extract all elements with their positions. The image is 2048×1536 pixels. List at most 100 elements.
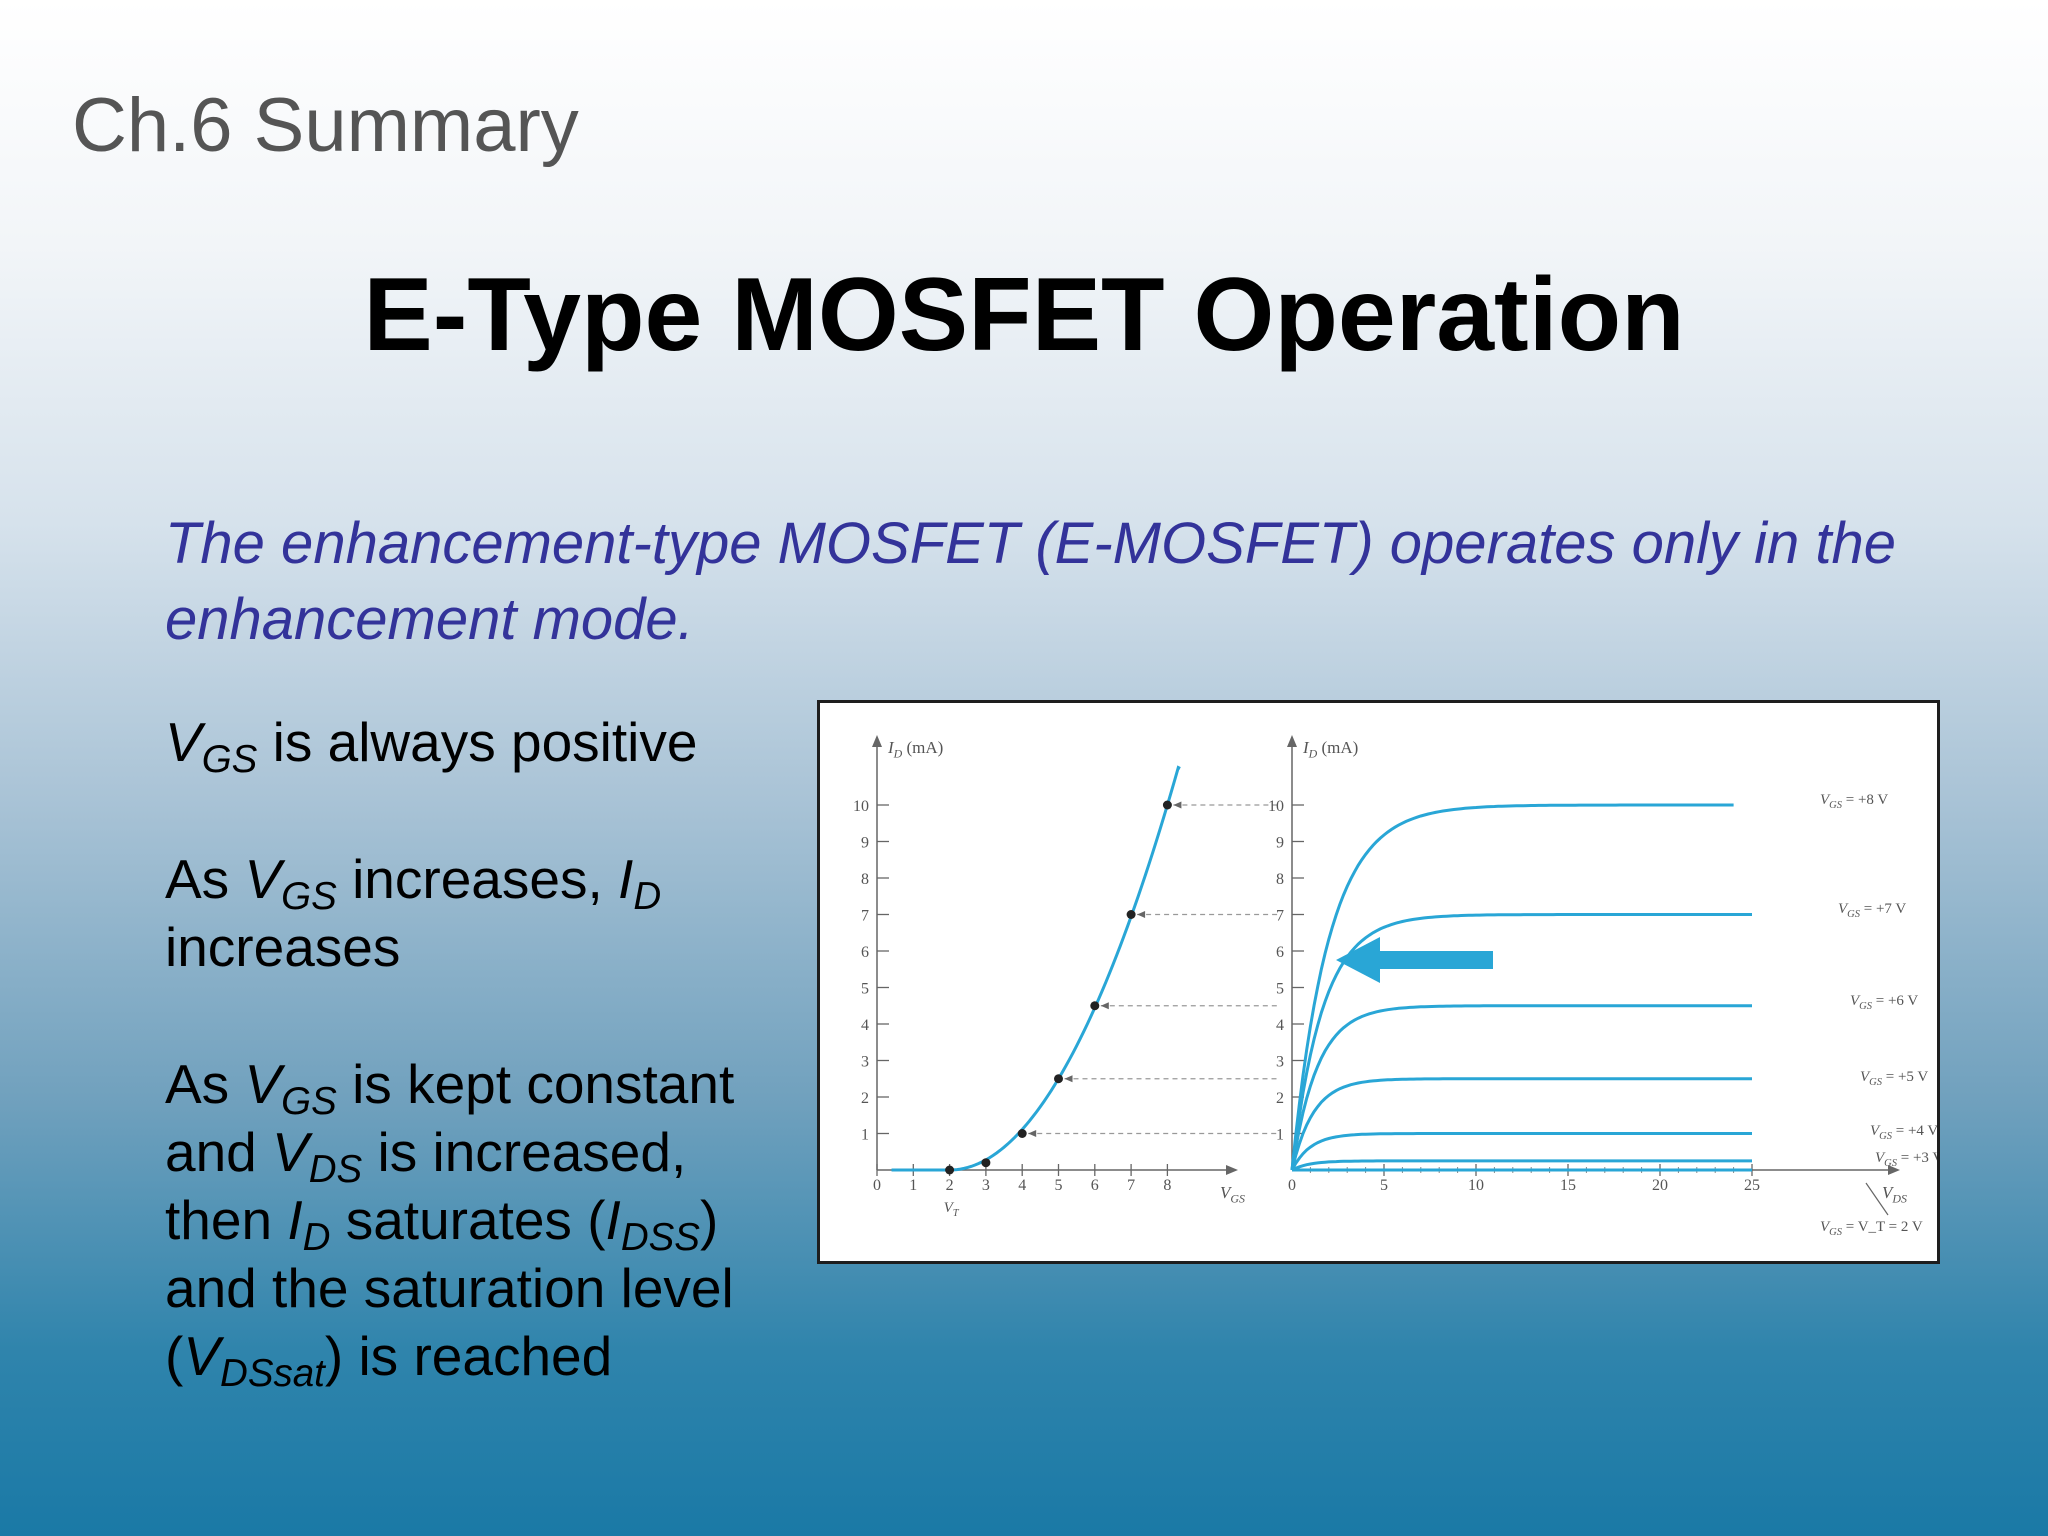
curve-label: VGS = +7 V [1838,901,1906,920]
y-tick-label: 9 [861,835,869,852]
y-tick-label: 1 [1276,1127,1284,1144]
arrow-shaft [1380,951,1493,969]
sub-dss: DSS [620,1215,700,1259]
x-axis-arrow [1888,1165,1900,1175]
drain-curve [1290,1132,1752,1171]
data-point [1126,910,1136,919]
y-tick-label: 5 [861,981,869,998]
chapter-heading: Ch.6 Summary [72,83,579,168]
y-tick-label: 7 [861,908,869,925]
y-axis-label: ID (mA) [1302,738,1358,760]
projection-arrow [1064,1075,1073,1083]
bullet-text: As [165,848,245,910]
y-tick-label: 7 [1276,908,1284,925]
slide-title: E-Type MOSFET Operation [363,257,1685,373]
bullet-text: is always positive [257,711,698,773]
projection-arrow [1137,911,1146,918]
y-tick-label: 3 [861,1054,869,1071]
drain-curve [1290,913,1752,1171]
curve-label: VGS = +4 V [1870,1123,1937,1142]
characteristics-svg: ID (mA) VGS 1 2 3 4 5 6 7 8 9 10 0 1 2 3 4 5 6 7 8 VT ID (mA)… [853,735,1937,1238]
data-point [1017,1129,1027,1138]
bullet-saturation: As VGS is kept constant and VDS is incre… [165,1050,805,1393]
projection-arrow [1173,801,1182,809]
var-v: V [272,1121,309,1183]
var-v: V [244,848,282,910]
x-tick-label: 20 [1652,1177,1668,1194]
y-tick-label: 3 [1276,1054,1284,1071]
x-tick-label: 6 [1091,1177,1099,1194]
var-v: V [244,1053,282,1115]
x-tick-label: 8 [1163,1177,1171,1194]
x-tick-label: 7 [1127,1177,1135,1194]
y-tick-label: 6 [1276,944,1284,961]
sub-d: D [633,874,662,918]
drain-curve [1290,1077,1752,1171]
curve-label: VGS = +5 V [1860,1069,1928,1088]
y-tick-label: 2 [861,1090,869,1107]
sub-gs: GS [281,874,337,918]
x-axis-label: VGS [1220,1183,1245,1205]
curve-label: VGS = +3 V [1875,1150,1937,1169]
y-tick-label: 1 [861,1127,869,1144]
data-point [945,1165,955,1175]
drain-curve [1291,1159,1752,1172]
bullet-text: is kept constant and [165,1053,735,1183]
curve-label: VGS = +6 V [1850,993,1918,1012]
y-tick-label: 9 [1276,835,1284,852]
y-axis-arrow [872,735,882,747]
y-tick-label: 10 [1268,798,1284,815]
x-tick-label: 5 [1055,1177,1063,1194]
vt-note: VGS = V_T = 2 V [1820,1219,1923,1238]
y-tick-label: 6 [861,944,869,961]
y-axis-label: ID (mA) [887,738,943,760]
x-tick-label: 2 [946,1177,954,1194]
var-i: I [605,1189,621,1251]
y-axis-arrow [1287,735,1297,747]
vt-label: VT [944,1200,960,1219]
var-i: I [618,848,634,910]
x-tick-label: 5 [1380,1177,1388,1194]
x-tick-label: 0 [1288,1177,1296,1194]
transfer-curve-chart: ID (mA) VGS 1 2 3 4 5 6 7 8 9 10 0 1 2 3 4 5 6 7 8 VT [853,735,1280,1219]
bullet-text: is increased, then [165,1121,687,1251]
shift-arrow-icon [1336,937,1493,983]
drain-curve [1290,803,1734,1171]
transfer-curve [891,765,1181,1172]
bullet-text: ) and the saturation level ( [165,1189,734,1387]
x-axis-label: VDS [1882,1183,1907,1205]
y-tick-label: 8 [861,871,869,888]
data-point [1090,1001,1100,1011]
sub-ds: DS [308,1147,363,1191]
drain-curve [1290,1004,1752,1171]
y-tick-label: 10 [853,798,869,815]
var-i: I [287,1189,303,1251]
intro-statement: The enhancement-type MOSFET (E-MOSFET) o… [165,511,1896,652]
arrow-head [1336,937,1380,983]
data-point [1054,1074,1063,1084]
y-tick-label: 8 [1276,871,1284,888]
bullet-text: ) is reached [324,1325,613,1387]
x-tick-label: 4 [1018,1177,1026,1194]
sub-gs: GS [281,1079,337,1123]
bullet-vgs-increases: As VGS increases, ID increases [165,845,805,981]
x-axis-arrow [1226,1165,1238,1175]
x-tick-label: 10 [1468,1177,1484,1194]
projection-arrow [1028,1130,1037,1137]
x-tick-label: 1 [909,1177,917,1194]
bullet-text: As [165,1053,245,1115]
mosfet-characteristics-figure: ID (mA) VGS 1 2 3 4 5 6 7 8 9 10 0 1 2 3 4 5 6 7 8 VT ID (mA)… [817,700,1940,1264]
y-tick-label: 4 [1276,1017,1284,1034]
x-tick-label: 3 [982,1177,990,1194]
x-tick-label: 25 [1744,1177,1760,1194]
bullet-text: increases, [336,848,619,910]
y-tick-label: 4 [861,1017,869,1034]
projection-arrow [1100,1002,1109,1010]
bullet-vgs-positive: VGS is always positive [165,708,805,779]
drain-curves-chart: ID (mA) VDS 1 2 3 4 5 6 7 8 9 10 0 5 10 15 20 25 VGS = +8 … [1268,735,1937,1238]
var-v: V [165,711,202,773]
data-point [981,1158,991,1168]
bullet-text: saturates ( [330,1189,606,1251]
sub-gs: GS [201,737,258,781]
vt-leader-line [1865,1182,1889,1216]
